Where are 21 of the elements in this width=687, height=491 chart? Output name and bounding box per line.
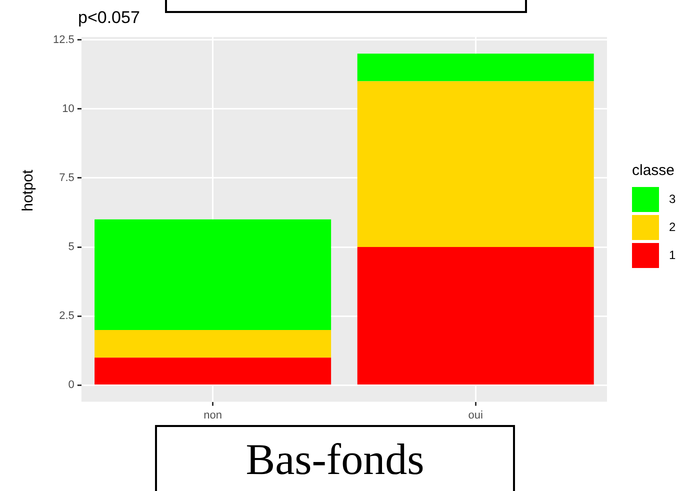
y-tick-label: 7.5 bbox=[59, 172, 74, 184]
bar bbox=[357, 247, 594, 384]
bar bbox=[94, 330, 332, 358]
y-tick-label: 2.5 bbox=[59, 310, 74, 322]
text: p<0.057 bbox=[78, 8, 140, 28]
bar bbox=[357, 81, 594, 248]
bar bbox=[94, 358, 332, 384]
text: Bas-fonds bbox=[155, 425, 515, 491]
y-tick-label: 12.5 bbox=[52, 34, 74, 46]
bar bbox=[357, 54, 594, 82]
x-tick-label: oui bbox=[468, 409, 483, 422]
legend-label: 1 bbox=[669, 248, 676, 262]
y-tick-label: 5 bbox=[68, 241, 74, 254]
y-axis-title: hotpot bbox=[20, 168, 36, 214]
x-tick-label: non bbox=[204, 409, 222, 422]
legend-label: 2 bbox=[669, 220, 676, 234]
legend-label: 3 bbox=[669, 192, 676, 206]
y-tick-label: 10 bbox=[62, 102, 74, 115]
bar bbox=[94, 219, 332, 330]
legend-title: classe bbox=[632, 162, 676, 179]
y-tick-label: 0 bbox=[68, 379, 74, 392]
